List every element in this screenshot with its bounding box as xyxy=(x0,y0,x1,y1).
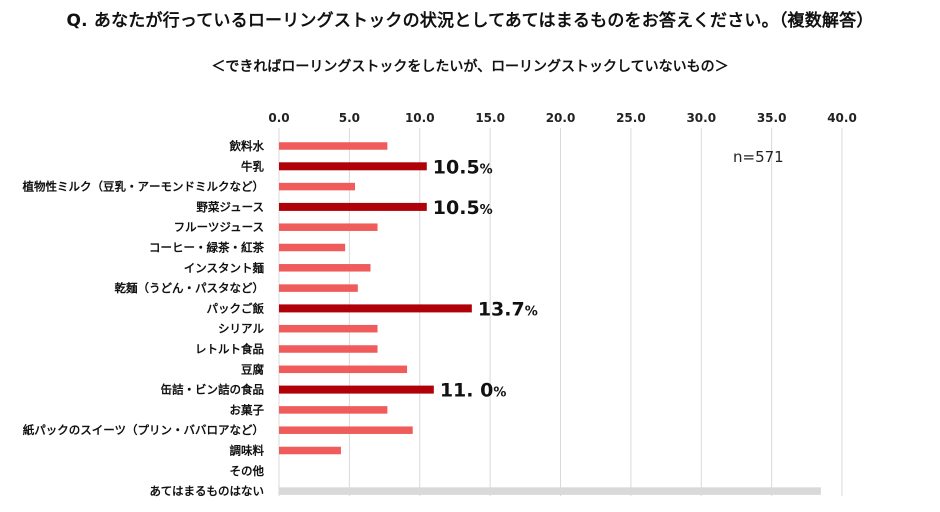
bar xyxy=(279,264,371,272)
category-label: インスタント麺 xyxy=(184,261,265,275)
category-label: パックご飯 xyxy=(207,301,265,315)
chart-title: Q. あなたが行っているローリングストックの状況としてあてはまるものをお答えくだ… xyxy=(66,11,874,31)
category-label: あてはまるものはない xyxy=(149,484,264,498)
data-label-unit: % xyxy=(493,386,506,401)
bar xyxy=(279,406,388,414)
category-label: その他 xyxy=(230,464,265,478)
category-label: 野菜ジュース xyxy=(196,200,264,214)
category-label: フルーツジュース xyxy=(174,220,264,234)
x-tick-label: 20.0 xyxy=(546,111,576,125)
bar xyxy=(279,324,378,333)
bar xyxy=(279,243,346,252)
x-tick-label: 25.0 xyxy=(616,111,646,125)
category-label: 紙パックのスイーツ（プリン・ババロアなど） xyxy=(23,423,264,437)
category-label: 缶詰・ビン詰の食品 xyxy=(161,383,265,397)
bar xyxy=(279,487,821,495)
data-label: 11. 0% xyxy=(440,380,507,402)
data-label-unit: % xyxy=(480,203,493,218)
x-tick-label: 0.0 xyxy=(268,111,289,125)
x-tick-label: 40.0 xyxy=(827,111,857,125)
x-tick-label: 10.0 xyxy=(405,111,435,125)
category-label: 飲料水 xyxy=(229,139,265,153)
bar xyxy=(279,365,408,374)
category-label: シリアル xyxy=(218,322,264,336)
sample-size-label: n=571 xyxy=(733,148,784,166)
category-label: レトルト食品 xyxy=(195,342,264,356)
data-label: 13.7% xyxy=(478,298,538,320)
data-label-unit: % xyxy=(480,162,493,177)
bar xyxy=(279,284,358,292)
bar xyxy=(279,182,356,191)
x-tick-label: 35.0 xyxy=(757,111,787,125)
bar xyxy=(279,426,413,434)
category-label: お菓子 xyxy=(230,403,265,417)
data-label-unit: % xyxy=(525,304,538,319)
category-label: コーヒー・緑茶・紅茶 xyxy=(149,241,264,255)
category-label: 豆腐 xyxy=(241,362,264,376)
bar xyxy=(279,223,378,231)
data-label: 10.5% xyxy=(433,156,493,178)
category-label: 牛乳 xyxy=(241,159,264,173)
bar xyxy=(279,202,427,211)
x-tick-label: 30.0 xyxy=(686,111,716,125)
bar xyxy=(279,446,341,455)
bar xyxy=(279,142,388,150)
category-label: 乾麺（うどん・パスタなど） xyxy=(115,281,265,295)
data-label: 10.5% xyxy=(433,197,493,219)
x-tick-label: 5.0 xyxy=(339,111,360,125)
chart-subtitle: ＜できればローリングストックをしたいが、ローリングストックしていないもの＞ xyxy=(211,59,729,75)
bar xyxy=(279,162,427,171)
x-tick-label: 15.0 xyxy=(475,111,505,125)
category-label: 調味料 xyxy=(230,444,265,458)
bar xyxy=(279,345,378,353)
category-label: 植物性ミルク（豆乳・アーモンドミルクなど） xyxy=(22,180,265,194)
bar xyxy=(279,304,472,313)
bar xyxy=(279,385,434,394)
